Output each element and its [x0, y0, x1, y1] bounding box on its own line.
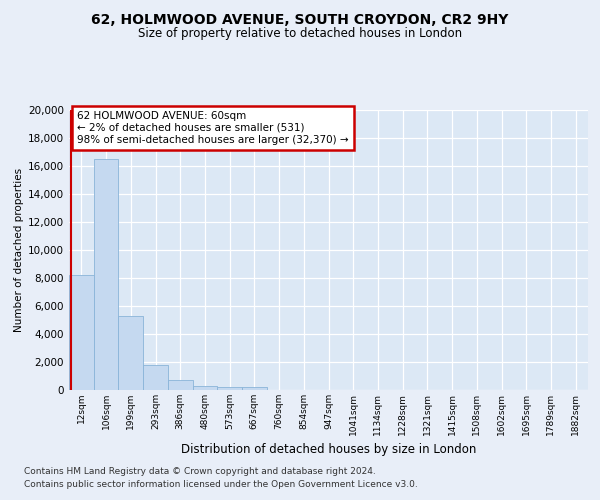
Text: Contains public sector information licensed under the Open Government Licence v3: Contains public sector information licen…: [24, 480, 418, 489]
Text: Size of property relative to detached houses in London: Size of property relative to detached ho…: [138, 28, 462, 40]
Text: 62, HOLMWOOD AVENUE, SOUTH CROYDON, CR2 9HY: 62, HOLMWOOD AVENUE, SOUTH CROYDON, CR2 …: [91, 12, 509, 26]
X-axis label: Distribution of detached houses by size in London: Distribution of detached houses by size …: [181, 443, 476, 456]
Bar: [193, 386, 217, 390]
Text: 62 HOLMWOOD AVENUE: 60sqm
← 2% of detached houses are smaller (531)
98% of semi-: 62 HOLMWOOD AVENUE: 60sqm ← 2% of detach…: [77, 112, 349, 144]
Bar: [118, 316, 143, 390]
Bar: [217, 386, 242, 390]
Bar: [69, 275, 94, 390]
Bar: [94, 159, 118, 390]
Bar: [242, 386, 267, 390]
Y-axis label: Number of detached properties: Number of detached properties: [14, 168, 24, 332]
Bar: [143, 365, 168, 390]
Text: Contains HM Land Registry data © Crown copyright and database right 2024.: Contains HM Land Registry data © Crown c…: [24, 468, 376, 476]
Bar: [168, 380, 193, 390]
